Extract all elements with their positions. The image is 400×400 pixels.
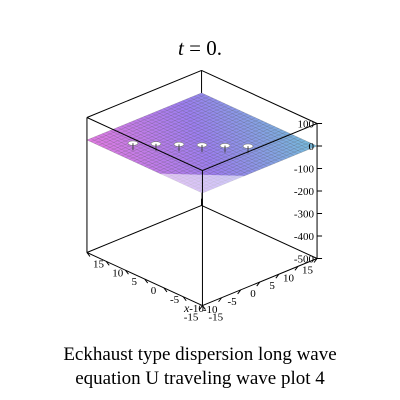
y-tick-label: -10 [203, 304, 218, 316]
y-tick [218, 297, 222, 303]
x-tick [105, 261, 110, 266]
x-tick-label: -5 [170, 294, 180, 306]
z-tick-label: -100 [294, 164, 315, 176]
x-tick [125, 269, 129, 275]
z-tick-label: 100 [298, 119, 315, 131]
caption-line-1: Eckhaust type dispersion long wave [63, 344, 337, 365]
x-tick-label: -15 [208, 312, 223, 324]
z-tick-label: -300 [294, 209, 315, 221]
x-tick-label: 0 [151, 285, 157, 297]
x-tick-label: 10 [112, 267, 124, 279]
y-tick-label: 0 [250, 288, 256, 300]
x-tick-label: 15 [93, 259, 105, 271]
x-tick [86, 252, 91, 257]
box-edge-back-bottom-x [201, 204, 318, 259]
y-tick [199, 305, 203, 310]
surface-mesh-line-y [186, 99, 302, 153]
box-edge-top-right [86, 117, 203, 172]
z-tick-label: -400 [294, 231, 315, 243]
surface-mesh-line-x [94, 96, 210, 144]
caption-line-2: equation U traveling wave plot 4 [75, 368, 325, 389]
surface-mesh-line-x [90, 94, 206, 142]
box-edge-top-back-y [86, 69, 202, 118]
title-value: = 0. [183, 36, 222, 60]
surface-mesh-line-x [102, 99, 218, 148]
y-tick-label: 5 [269, 280, 275, 292]
y-tick-label: 10 [283, 272, 295, 284]
x-axis-label: x [183, 301, 190, 315]
x-tick [182, 296, 187, 302]
x-tick-label: 5 [131, 276, 137, 288]
y-tick-label: 15 [302, 265, 314, 277]
z-tick-label: -500 [294, 254, 315, 266]
surface-mesh-line-y [190, 97, 306, 151]
y-tick [237, 289, 242, 295]
figure-caption: Eckhaust type dispersion long wave equat… [0, 343, 400, 391]
title-variable: t [178, 36, 184, 60]
surface-mesh-line-x [98, 98, 214, 146]
surface-mesh-line-x [86, 92, 202, 141]
surface-mesh-line-y [197, 94, 314, 148]
y-tick [256, 281, 261, 287]
surface-mesh-line-y [182, 100, 299, 155]
box-edge-back-bottom-y [86, 204, 202, 253]
y-tick [294, 266, 299, 271]
box-edge-top-back-x [201, 69, 318, 124]
plot-title: t = 0. [0, 36, 400, 61]
surface-mesh-line-y [193, 95, 310, 150]
x-tick [144, 278, 149, 284]
y-tick [313, 258, 318, 263]
surface-plot: 1000-100-200-300-400-500-15-10-5051015x-… [86, 69, 323, 324]
surface-mesh-line-y [201, 92, 318, 147]
z-tick-label: 0 [309, 141, 315, 153]
x-tick-label: -10 [189, 303, 204, 315]
x-tick [202, 305, 206, 310]
x-tick [163, 287, 168, 293]
y-tick [275, 273, 280, 279]
box-edge-top-left [202, 123, 318, 172]
z-tick-label: -200 [294, 186, 315, 198]
y-tick-label: -15 [184, 312, 199, 324]
y-tick-label: -5 [227, 296, 237, 308]
